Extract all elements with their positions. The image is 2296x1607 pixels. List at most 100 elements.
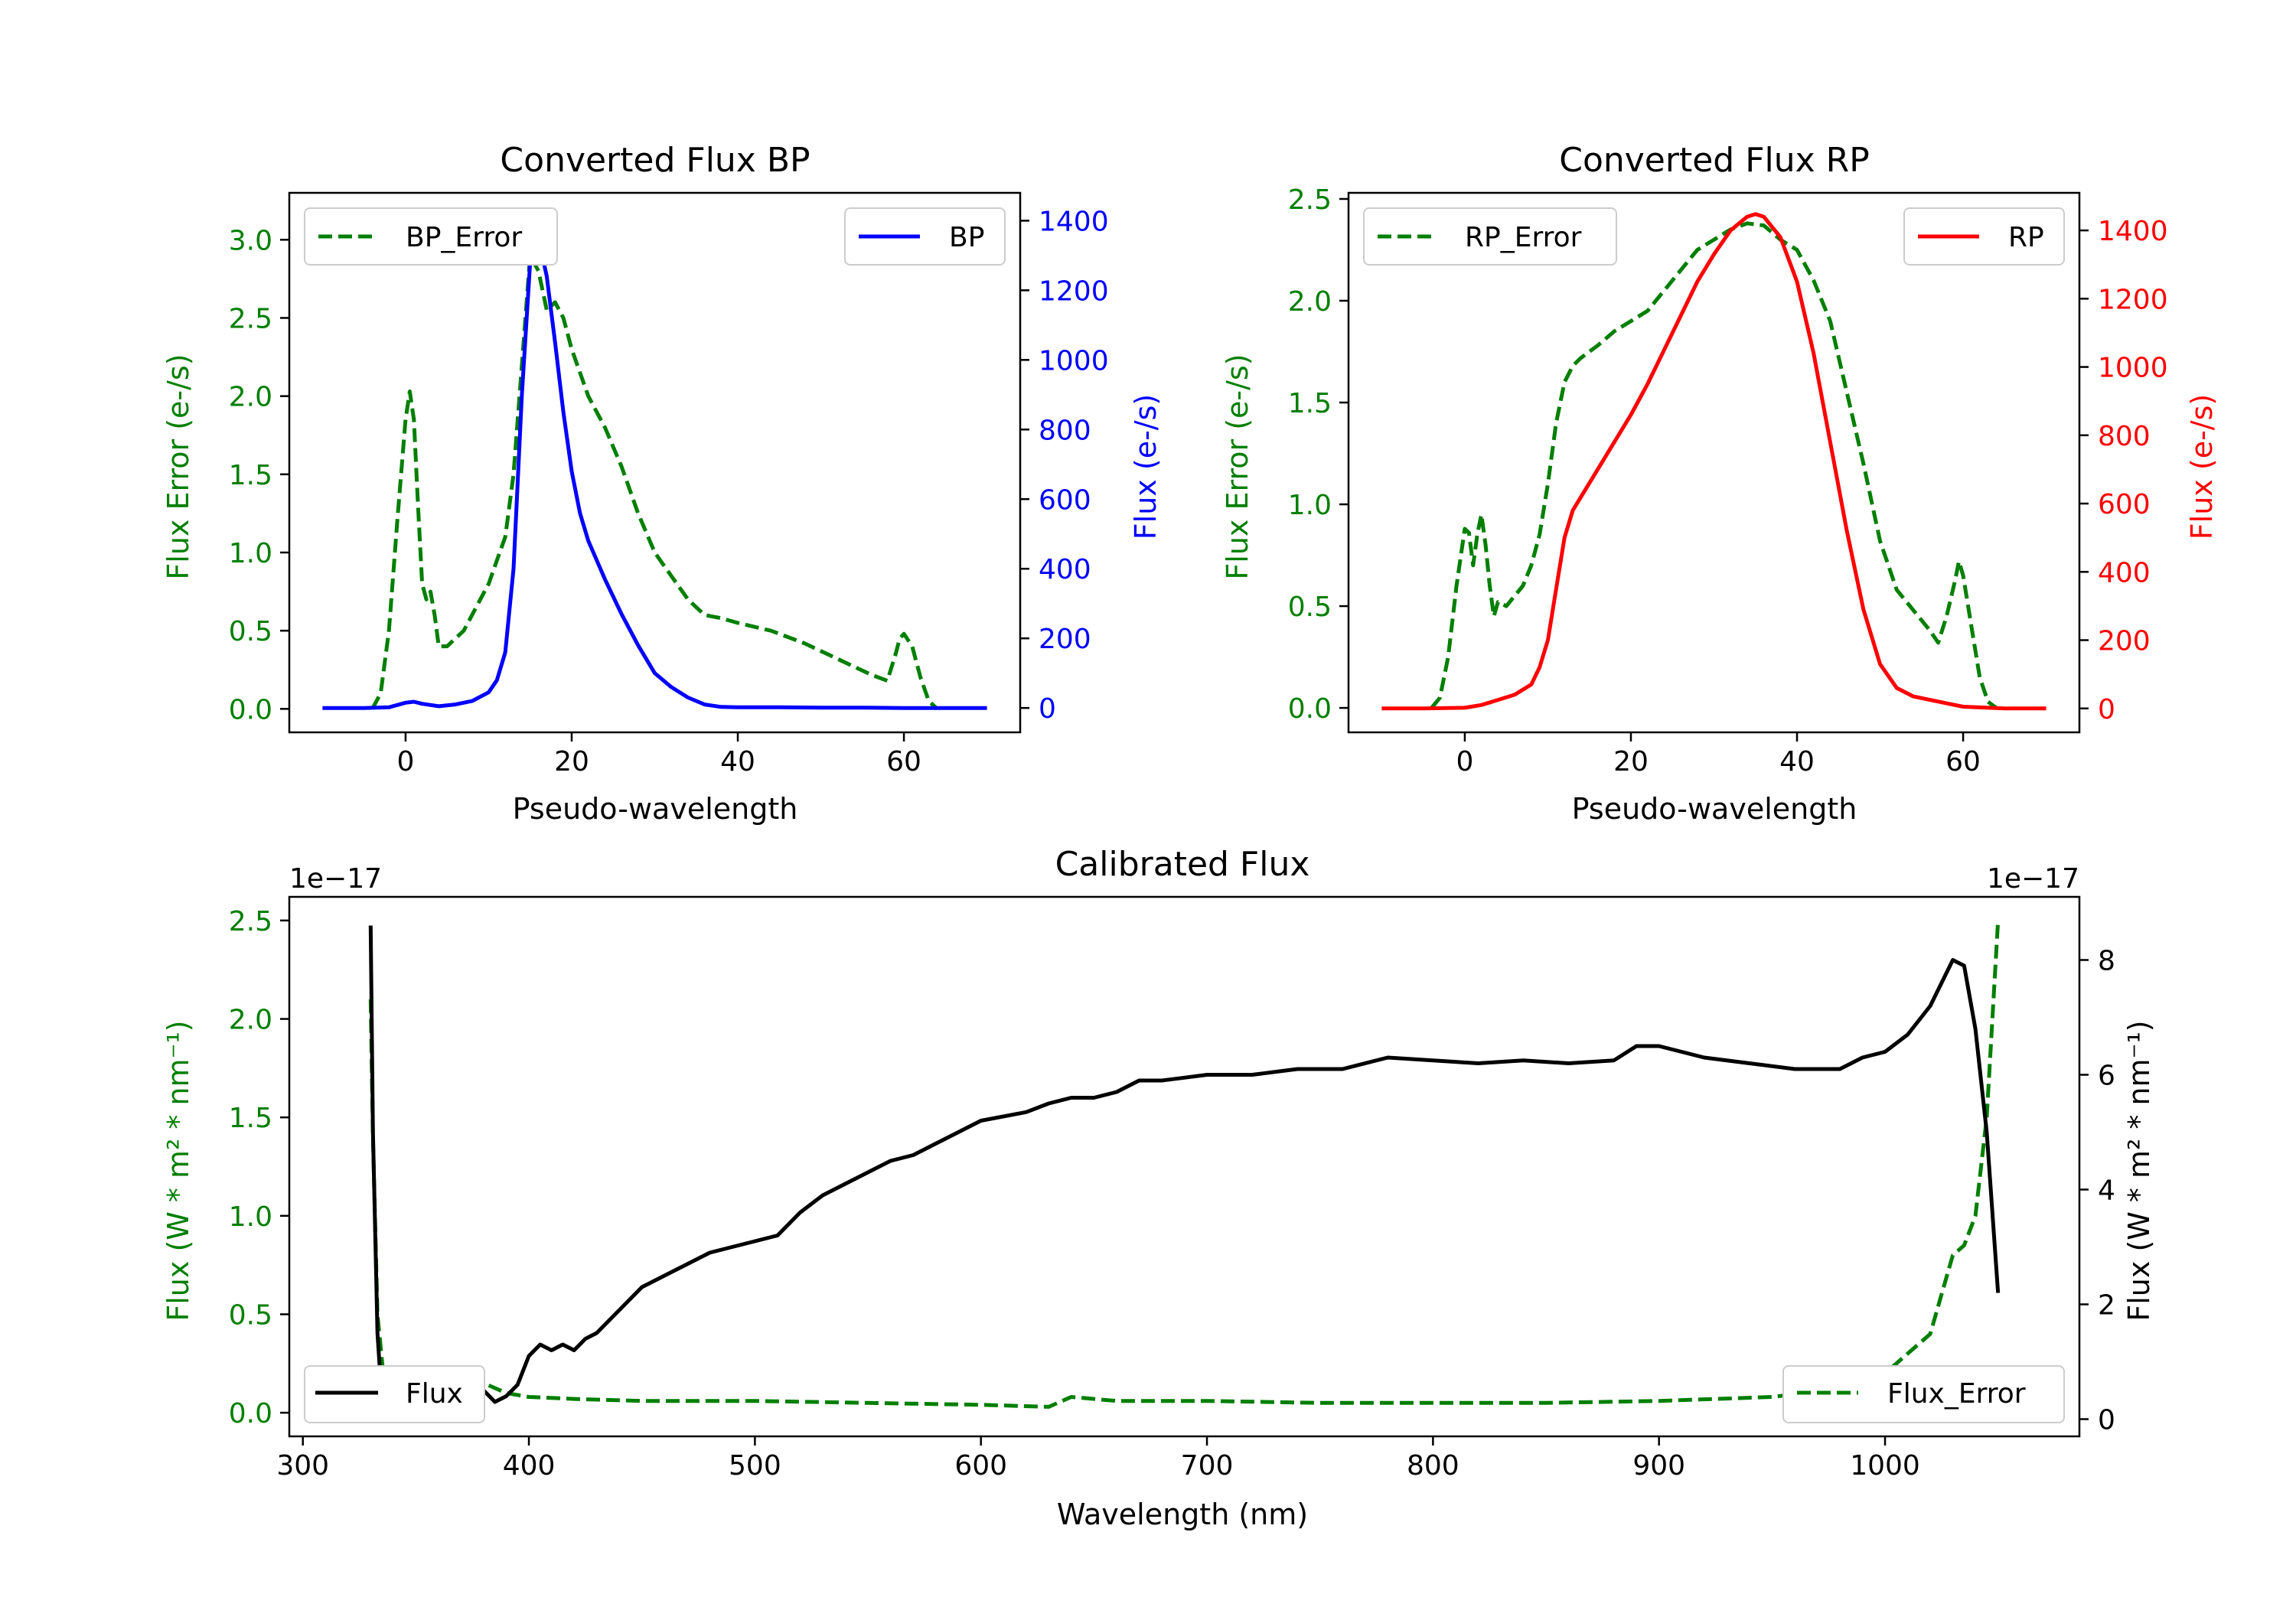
calibrated-legend-right: Flux_Error [1782, 1365, 2065, 1423]
calibrated-right-y-tick-label: 6 [2098, 1061, 2115, 1092]
bp-left-y-tick-label: 0.5 [229, 616, 272, 647]
rp-axes-frame [1347, 191, 2081, 734]
rp-legend-left-box [1363, 207, 1617, 266]
bp-right-y-tick-label: 1400 [1039, 206, 1109, 237]
calibrated-right-y-tick-label: 2 [2098, 1290, 2115, 1322]
calibrated-flux-line [368, 925, 2001, 1404]
bp-right-y-tick-label: 800 [1039, 415, 1091, 446]
rp-left-y-tick-label: 1.5 [1288, 388, 1332, 419]
rp-right-y-axis-label: Flux (e-/s) [2185, 394, 2219, 539]
calibrated-right-y-axis-label: Flux (W * m² * nm⁻¹) [2122, 1020, 2156, 1321]
calibrated-flux-legend-label: Flux [406, 1378, 463, 1410]
rp-right-y-tick-label: 1200 [2098, 284, 2168, 315]
bp-left-y-tick-label: 1.5 [229, 460, 272, 491]
rp-right-y-tick-label: 400 [2098, 557, 2151, 588]
rp-flux-legend-label: RP [2008, 222, 2044, 253]
bp-right-y-tick-label: 0 [1039, 693, 1056, 725]
rp-legend-right: RP [1903, 207, 2065, 266]
rp-legend-left: RP_Error [1363, 207, 1617, 266]
rp-right-y-tick-label: 1000 [2098, 353, 2168, 384]
bp-right-y-tick-label: 1000 [1039, 345, 1109, 376]
bp-x-axis-label: Pseudo-wavelength [513, 792, 798, 826]
calibrated-error-legend-label: Flux_Error [1887, 1378, 2026, 1410]
rp-x-tick-label: 60 [1945, 746, 1981, 777]
rp-left-y-tick-label: 2.5 [1288, 184, 1332, 216]
rp-right-y-tick-label: 600 [2098, 489, 2151, 520]
calibrated-legend-left-box [304, 1365, 485, 1423]
rp-left-y-tick-label: 0.0 [1288, 693, 1332, 725]
rp-title: Converted Flux RP [1559, 141, 1870, 180]
calibrated-x-tick-label: 700 [1181, 1450, 1234, 1482]
calibrated-title: Calibrated Flux [1055, 845, 1310, 884]
calibrated-legend-left: Flux [304, 1365, 485, 1423]
rp-left-y-tick-label: 1.0 [1288, 490, 1332, 521]
bp-x-tick-label: 60 [886, 746, 921, 777]
rp-panel: Converted Flux RP 0 20 40 60 0.0 0.5 1.0 1.5 2.0… [1221, 141, 2219, 826]
bp-bp-line [322, 226, 987, 710]
rp-legend-right-box [1903, 207, 2065, 266]
calibrated-legend-right-box [1782, 1365, 2065, 1423]
bp-x-tick-label: 0 [396, 746, 414, 777]
calibrated-flux-error-line [368, 920, 2001, 1409]
bp-left-y-tick-label: 2.5 [229, 303, 272, 334]
rp-right-y-tick-label: 800 [2098, 421, 2151, 452]
calibrated-x-axis-label: Wavelength (nm) [1057, 1498, 1308, 1531]
calibrated-x-tick-label: 400 [503, 1450, 556, 1482]
bp-left-y-tick-label: 3.0 [229, 225, 272, 256]
calibrated-right-offset-text: 1e−17 [1987, 863, 2079, 895]
bp-legend-right-box [844, 207, 1006, 266]
calibrated-left-y-axis-label: Flux (W * m² * nm⁻¹) [161, 1020, 195, 1321]
rp-right-y-tick-label: 0 [2098, 694, 2115, 725]
bp-error-legend-label: BP_Error [406, 222, 522, 253]
bp-axes-frame [288, 191, 1022, 734]
rp-left-y-tick-label: 2.0 [1288, 286, 1332, 318]
bp-right-y-tick-label: 400 [1039, 554, 1091, 585]
bp-legend-right: BP [844, 207, 1006, 266]
calibrated-x-tick-label: 300 [276, 1450, 329, 1482]
bp-legend-left-box [304, 207, 558, 266]
rp-x-tick-label: 0 [1456, 746, 1473, 777]
calibrated-left-y-tick-label: 0.5 [229, 1299, 272, 1331]
rp-rp-error-line [1430, 221, 1998, 710]
calibrated-left-offset-text: 1e−17 [289, 863, 382, 895]
rp-left-y-axis-label: Flux Error (e-/s) [1221, 354, 1254, 579]
bp-panel: Converted Flux BP 0 20 40 60 0.0 0.5 1.0 1.5 2.0… [161, 141, 1163, 826]
bp-right-y-tick-label: 200 [1039, 624, 1091, 655]
bp-title: Converted Flux BP [500, 141, 810, 180]
bp-x-tick-label: 40 [720, 746, 755, 777]
calibrated-left-y-tick-label: 1.0 [229, 1201, 272, 1233]
rp-error-legend-label: RP_Error [1465, 222, 1582, 253]
bp-right-y-tick-label: 1200 [1039, 275, 1109, 307]
rp-x-axis-label: Pseudo-wavelength [1572, 792, 1857, 826]
bp-flux-legend-label: BP [949, 222, 984, 253]
rp-rp-line [1381, 212, 2047, 711]
rp-x-tick-label: 40 [1779, 746, 1815, 777]
bp-right-y-axis-label: Flux (e-/s) [1129, 394, 1163, 539]
bp-legend-left: BP_Error [304, 207, 558, 266]
bp-left-y-tick-label: 0.0 [229, 694, 272, 725]
calibrated-left-y-tick-label: 0.0 [229, 1398, 272, 1429]
bp-left-y-axis-label: Flux Error (e-/s) [161, 354, 195, 579]
calibrated-left-y-tick-label: 2.5 [229, 906, 272, 937]
calibrated-x-tick-label: 1000 [1850, 1450, 1920, 1482]
calibrated-x-tick-label: 900 [1632, 1450, 1685, 1482]
calibrated-panel: Calibrated Flux 1e−17 1e−17 300 400 500 600… [161, 845, 2156, 1531]
calibrated-x-tick-label: 600 [954, 1450, 1007, 1482]
calibrated-left-y-tick-label: 1.5 [229, 1103, 272, 1134]
calibrated-right-y-tick-label: 0 [2098, 1405, 2115, 1436]
calibrated-x-tick-label: 500 [729, 1450, 781, 1482]
rp-right-y-tick-label: 1400 [2098, 216, 2168, 247]
calibrated-x-tick-label: 800 [1407, 1450, 1459, 1482]
bp-left-y-tick-label: 2.0 [229, 382, 272, 413]
calibrated-axes-frame [288, 895, 2081, 1438]
bp-x-tick-label: 20 [554, 746, 589, 777]
bp-right-y-tick-label: 600 [1039, 484, 1091, 516]
rp-right-y-tick-label: 200 [2098, 626, 2151, 657]
rp-left-y-tick-label: 0.5 [1288, 592, 1332, 623]
calibrated-left-y-tick-label: 2.0 [229, 1005, 272, 1036]
rp-x-tick-label: 20 [1613, 746, 1649, 777]
calibrated-right-y-tick-label: 4 [2098, 1175, 2115, 1207]
bp-bp-error-line [370, 253, 939, 711]
calibrated-right-y-tick-label: 8 [2098, 946, 2115, 977]
